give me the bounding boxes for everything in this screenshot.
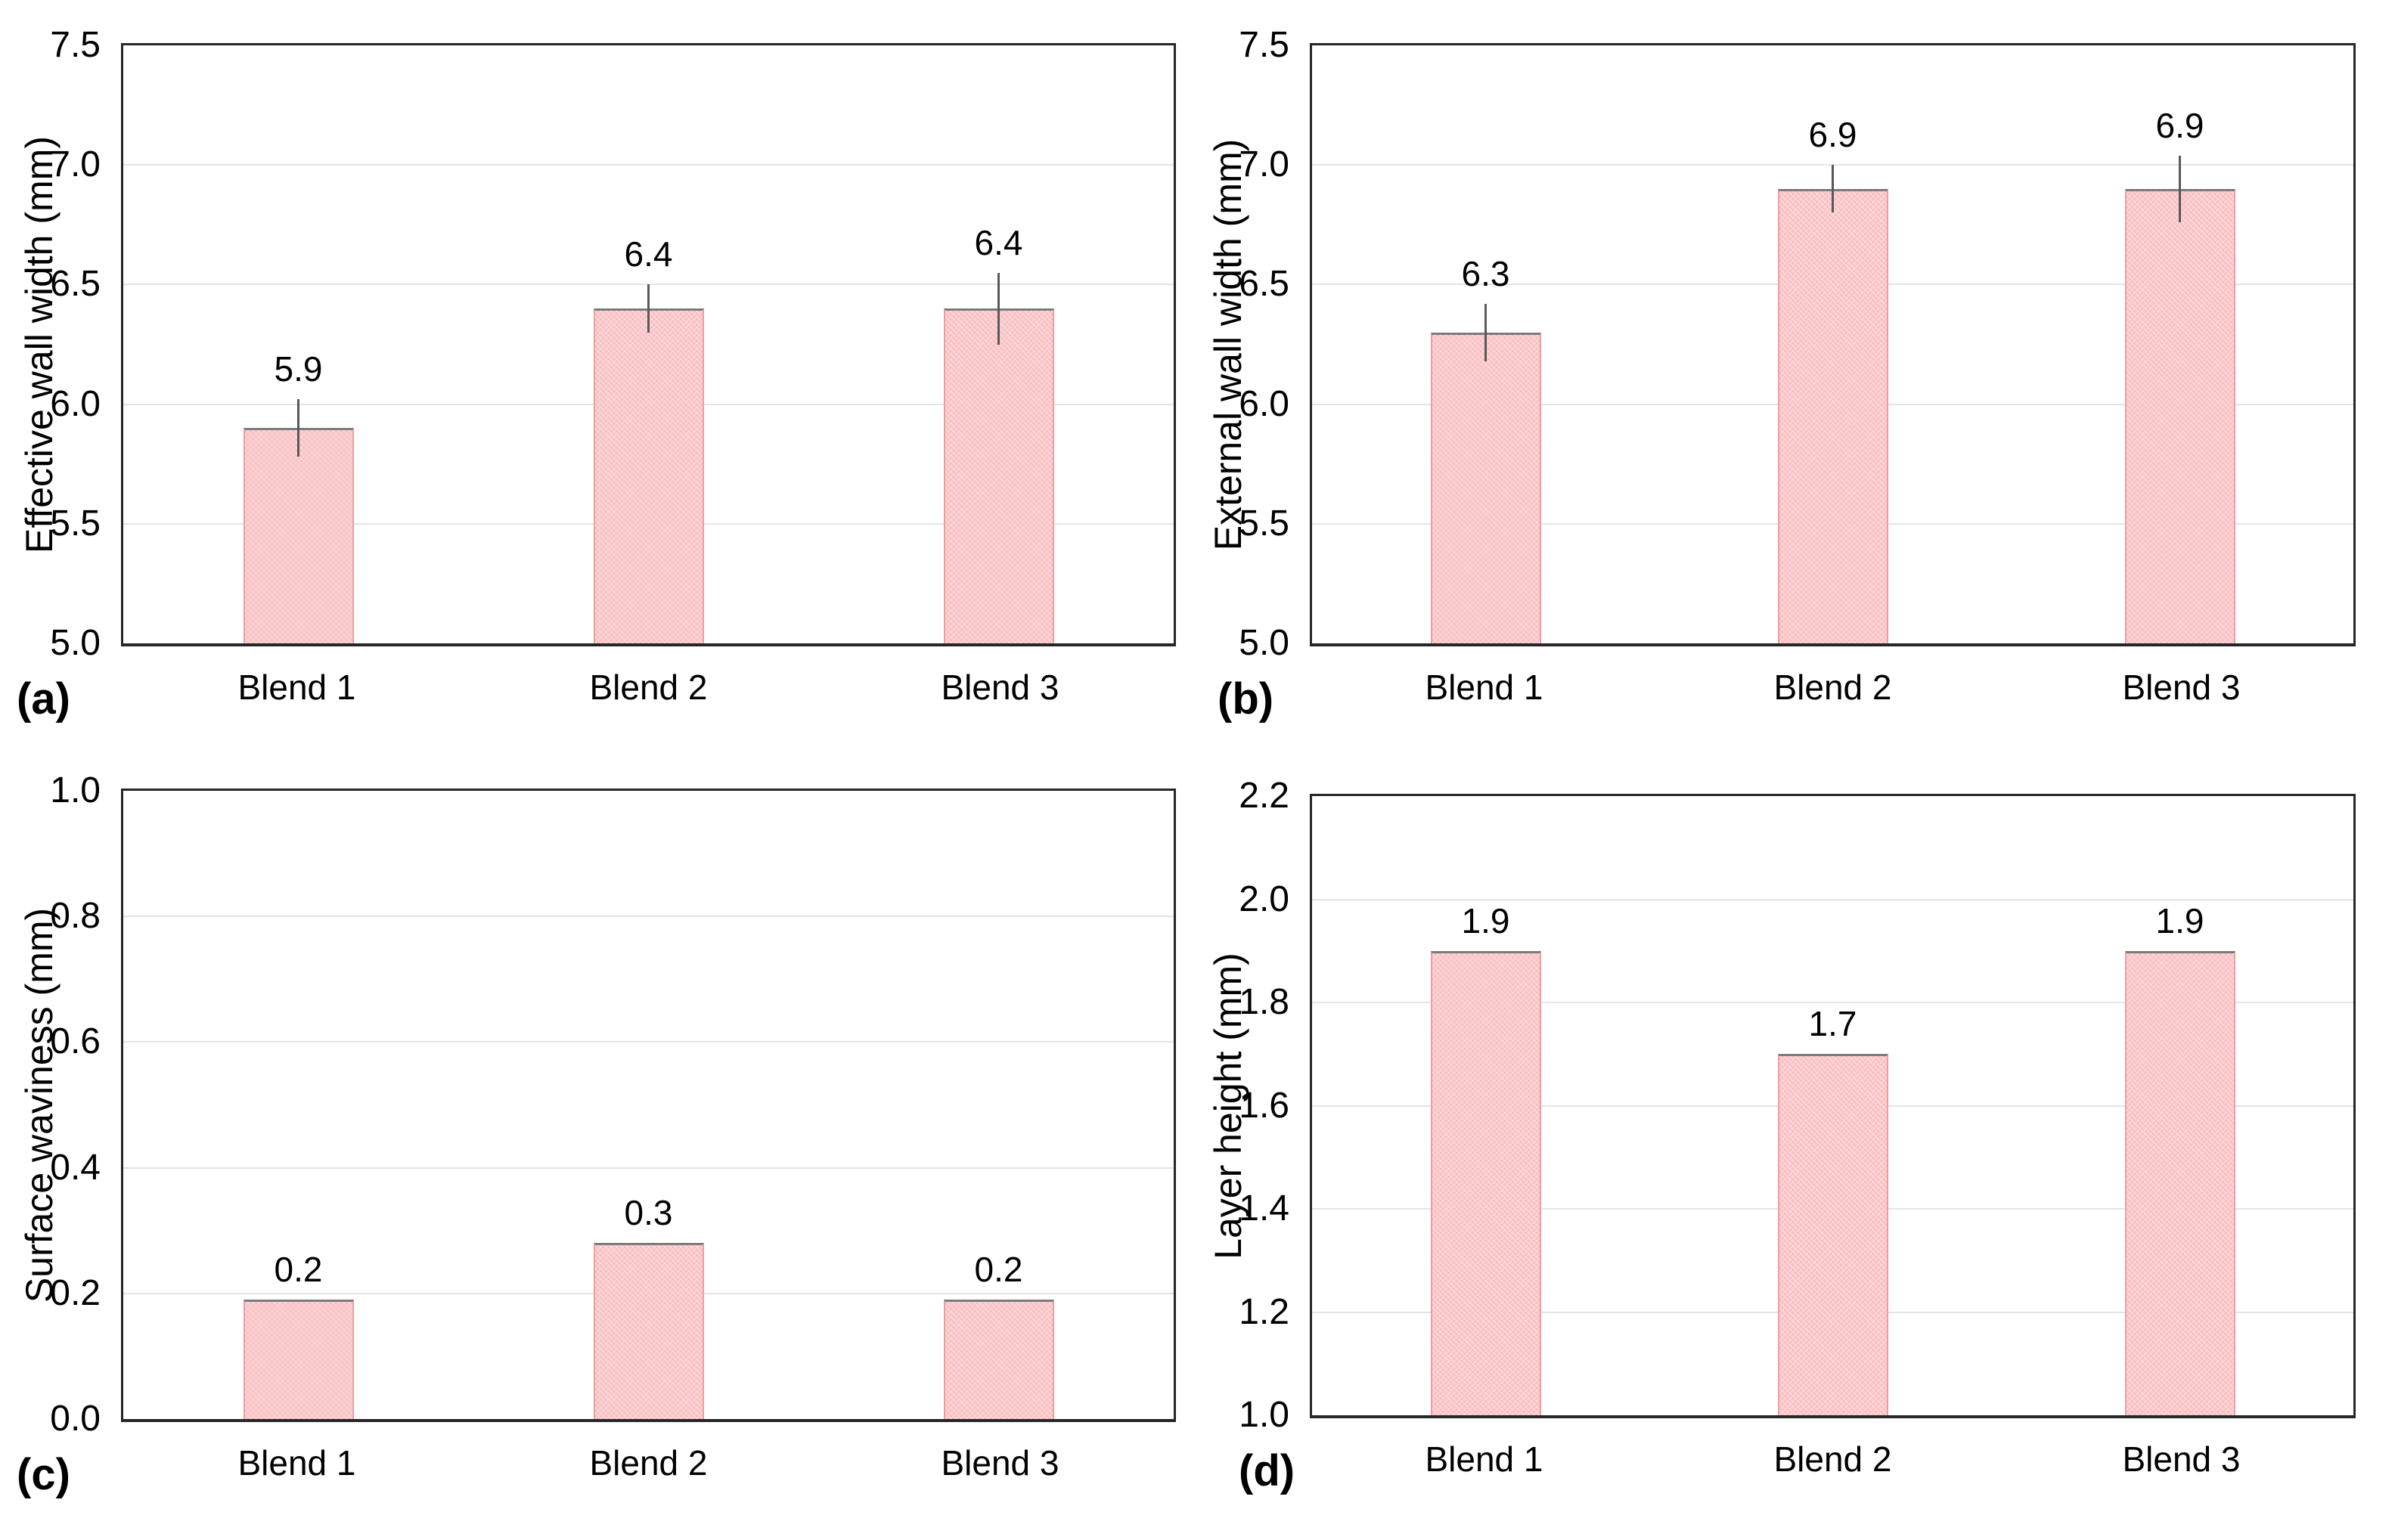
chart-panel-b: External wall width (mm) 5.0 5.5 6.0 6.5 7.0… [1207, 25, 2356, 724]
bar [1430, 950, 1541, 1415]
y-axis-tick-label: 6.5 [1239, 264, 1289, 305]
bar-value-label: 6.4 [624, 234, 673, 274]
bar-value-label: 1.9 [1461, 900, 1510, 940]
y-axis-tick-label: 6.0 [50, 383, 101, 424]
panel-letter: (b) [1218, 674, 1274, 724]
plot-area: 0.0 0.2 0.4 0.6 0.8 1.0 0.2 0.3 0.2 [50, 770, 1176, 1439]
gridline [123, 1167, 1174, 1169]
x-axis-category-label: Blend 1 [237, 1443, 356, 1483]
y-axis-tick-label: 6.5 [50, 264, 101, 305]
gridline [123, 916, 1174, 918]
y-axis-tick-label: 5.5 [1239, 503, 1289, 544]
chart-panel-c: Surface waviness (mm) 0.0 0.2 0.4 0.6 0.8 1.0… [17, 770, 1176, 1499]
x-axis-category-label: Blend 2 [1773, 668, 1892, 707]
bar-value-label: 6.9 [1808, 115, 1857, 155]
x-axis-category-label: Blend 1 [1425, 1439, 1543, 1479]
y-axis-tick-label: 1.0 [1239, 1395, 1289, 1435]
bar [243, 428, 354, 643]
bar [593, 308, 704, 643]
bar-value-label: 0.2 [274, 1250, 323, 1290]
bar-value-label: 6.4 [974, 222, 1023, 262]
y-axis-tick-label: 1.6 [1239, 1085, 1289, 1126]
error-bar [1484, 303, 1487, 361]
error-bar [997, 272, 1000, 345]
y-axis-tick-label: 7.5 [50, 25, 101, 65]
bar [2124, 188, 2235, 643]
bar [593, 1243, 704, 1419]
bar-value-label: 0.3 [624, 1193, 673, 1233]
gridline [1312, 1002, 2353, 1003]
gridline [1312, 164, 2353, 166]
bar [1430, 332, 1541, 643]
x-axis-category-label: Blend 1 [1425, 668, 1543, 707]
x-axis-category-label: Blend 2 [589, 668, 708, 707]
x-axis-category-label: Blend 1 [237, 668, 356, 707]
y-axis-tick-label: 5.0 [1239, 623, 1289, 663]
gridline [123, 1041, 1174, 1043]
y-axis-title: Effective wall width (mm) [18, 136, 60, 553]
x-axis-category-label: Blend 2 [1773, 1439, 1892, 1479]
plot-area: 5.0 5.5 6.0 6.5 7.0 7.5 5.9 6.4 6.4 [50, 25, 1176, 663]
x-axis-category-label: Blend 3 [941, 1443, 1059, 1483]
x-axis-category-label: Blend 3 [2122, 668, 2241, 707]
y-axis-tick-label: 7.5 [1239, 25, 1289, 65]
y-axis-tick-label: 5.0 [50, 623, 101, 663]
bar [1777, 1054, 1888, 1415]
error-bar [2179, 155, 2181, 223]
y-axis-tick-label: 5.5 [50, 503, 101, 544]
error-bar [297, 399, 299, 457]
gridline [1312, 898, 2353, 900]
bar [243, 1300, 354, 1419]
panel-letter: (d) [1239, 1446, 1295, 1495]
y-axis-title: Surface waviness (mm) [18, 907, 60, 1303]
chart-panel-a: Effective wall width (mm) 5.0 5.5 6.0 6.5 7.… [17, 25, 1176, 724]
y-axis-tick-label: 0.0 [50, 1399, 101, 1439]
plot-area: 5.0 5.5 6.0 6.5 7.0 7.5 6.3 6.9 6.9 [1239, 25, 2356, 663]
bar [943, 308, 1054, 643]
panel-letter: (a) [17, 674, 70, 724]
bar-value-label: 6.3 [1461, 253, 1510, 293]
x-axis-labels: Blend 1 Blend 2 Blend 3 [121, 666, 1176, 708]
y-axis-tick-label: 2.2 [1239, 776, 1289, 816]
y-axis-tick-label: 1.8 [1239, 982, 1289, 1022]
gridline [123, 284, 1174, 286]
bar [1777, 188, 1888, 643]
y-axis-tick-label: 1.4 [1239, 1188, 1289, 1229]
y-axis-tick-label: 0.6 [50, 1021, 101, 1062]
bar [2124, 950, 2235, 1415]
panel-letter: (c) [17, 1450, 70, 1499]
gridline [123, 164, 1174, 166]
y-axis-tick-label: 0.4 [50, 1147, 101, 1188]
x-axis-category-label: Blend 2 [589, 1443, 708, 1483]
x-axis-labels: Blend 1 Blend 2 Blend 3 [121, 1442, 1176, 1484]
x-axis-labels: Blend 1 Blend 2 Blend 3 [1310, 1438, 2356, 1480]
y-axis-title: External wall width (mm) [1207, 138, 1249, 551]
y-axis-tick-label: 0.2 [50, 1272, 101, 1313]
bar-value-label: 6.9 [2155, 105, 2204, 145]
y-axis-tick-label: 7.0 [50, 144, 101, 185]
bar [943, 1300, 1054, 1419]
bar-value-label: 5.9 [274, 349, 323, 389]
plot-area: 1.0 1.2 1.4 1.6 1.8 2.0 2.2 1.9 1.7 1.9 [1239, 776, 2356, 1435]
bar-value-label: 1.9 [2155, 900, 2204, 940]
error-bar [1832, 165, 1834, 213]
y-axis-tick-label: 2.0 [1239, 878, 1289, 919]
y-axis-tick-label: 6.0 [1239, 383, 1289, 424]
x-axis-category-label: Blend 3 [2122, 1439, 2241, 1479]
y-axis-tick-label: 1.2 [1239, 1291, 1289, 1332]
chart-panel-d: Layer height (mm) 1.0 1.2 1.4 1.6 1.8 2.0 2.2 1… [1207, 776, 2356, 1495]
y-axis-tick-label: 7.0 [1239, 144, 1289, 185]
error-bar [647, 284, 650, 333]
y-axis-tick-label: 1.0 [50, 770, 101, 810]
bar-value-label: 1.7 [1808, 1004, 1857, 1044]
y-axis-tick-label: 0.8 [50, 896, 101, 937]
x-axis-category-label: Blend 3 [941, 668, 1059, 707]
bar-value-label: 0.2 [974, 1250, 1023, 1290]
x-axis-labels: Blend 1 Blend 2 Blend 3 [1310, 666, 2356, 708]
